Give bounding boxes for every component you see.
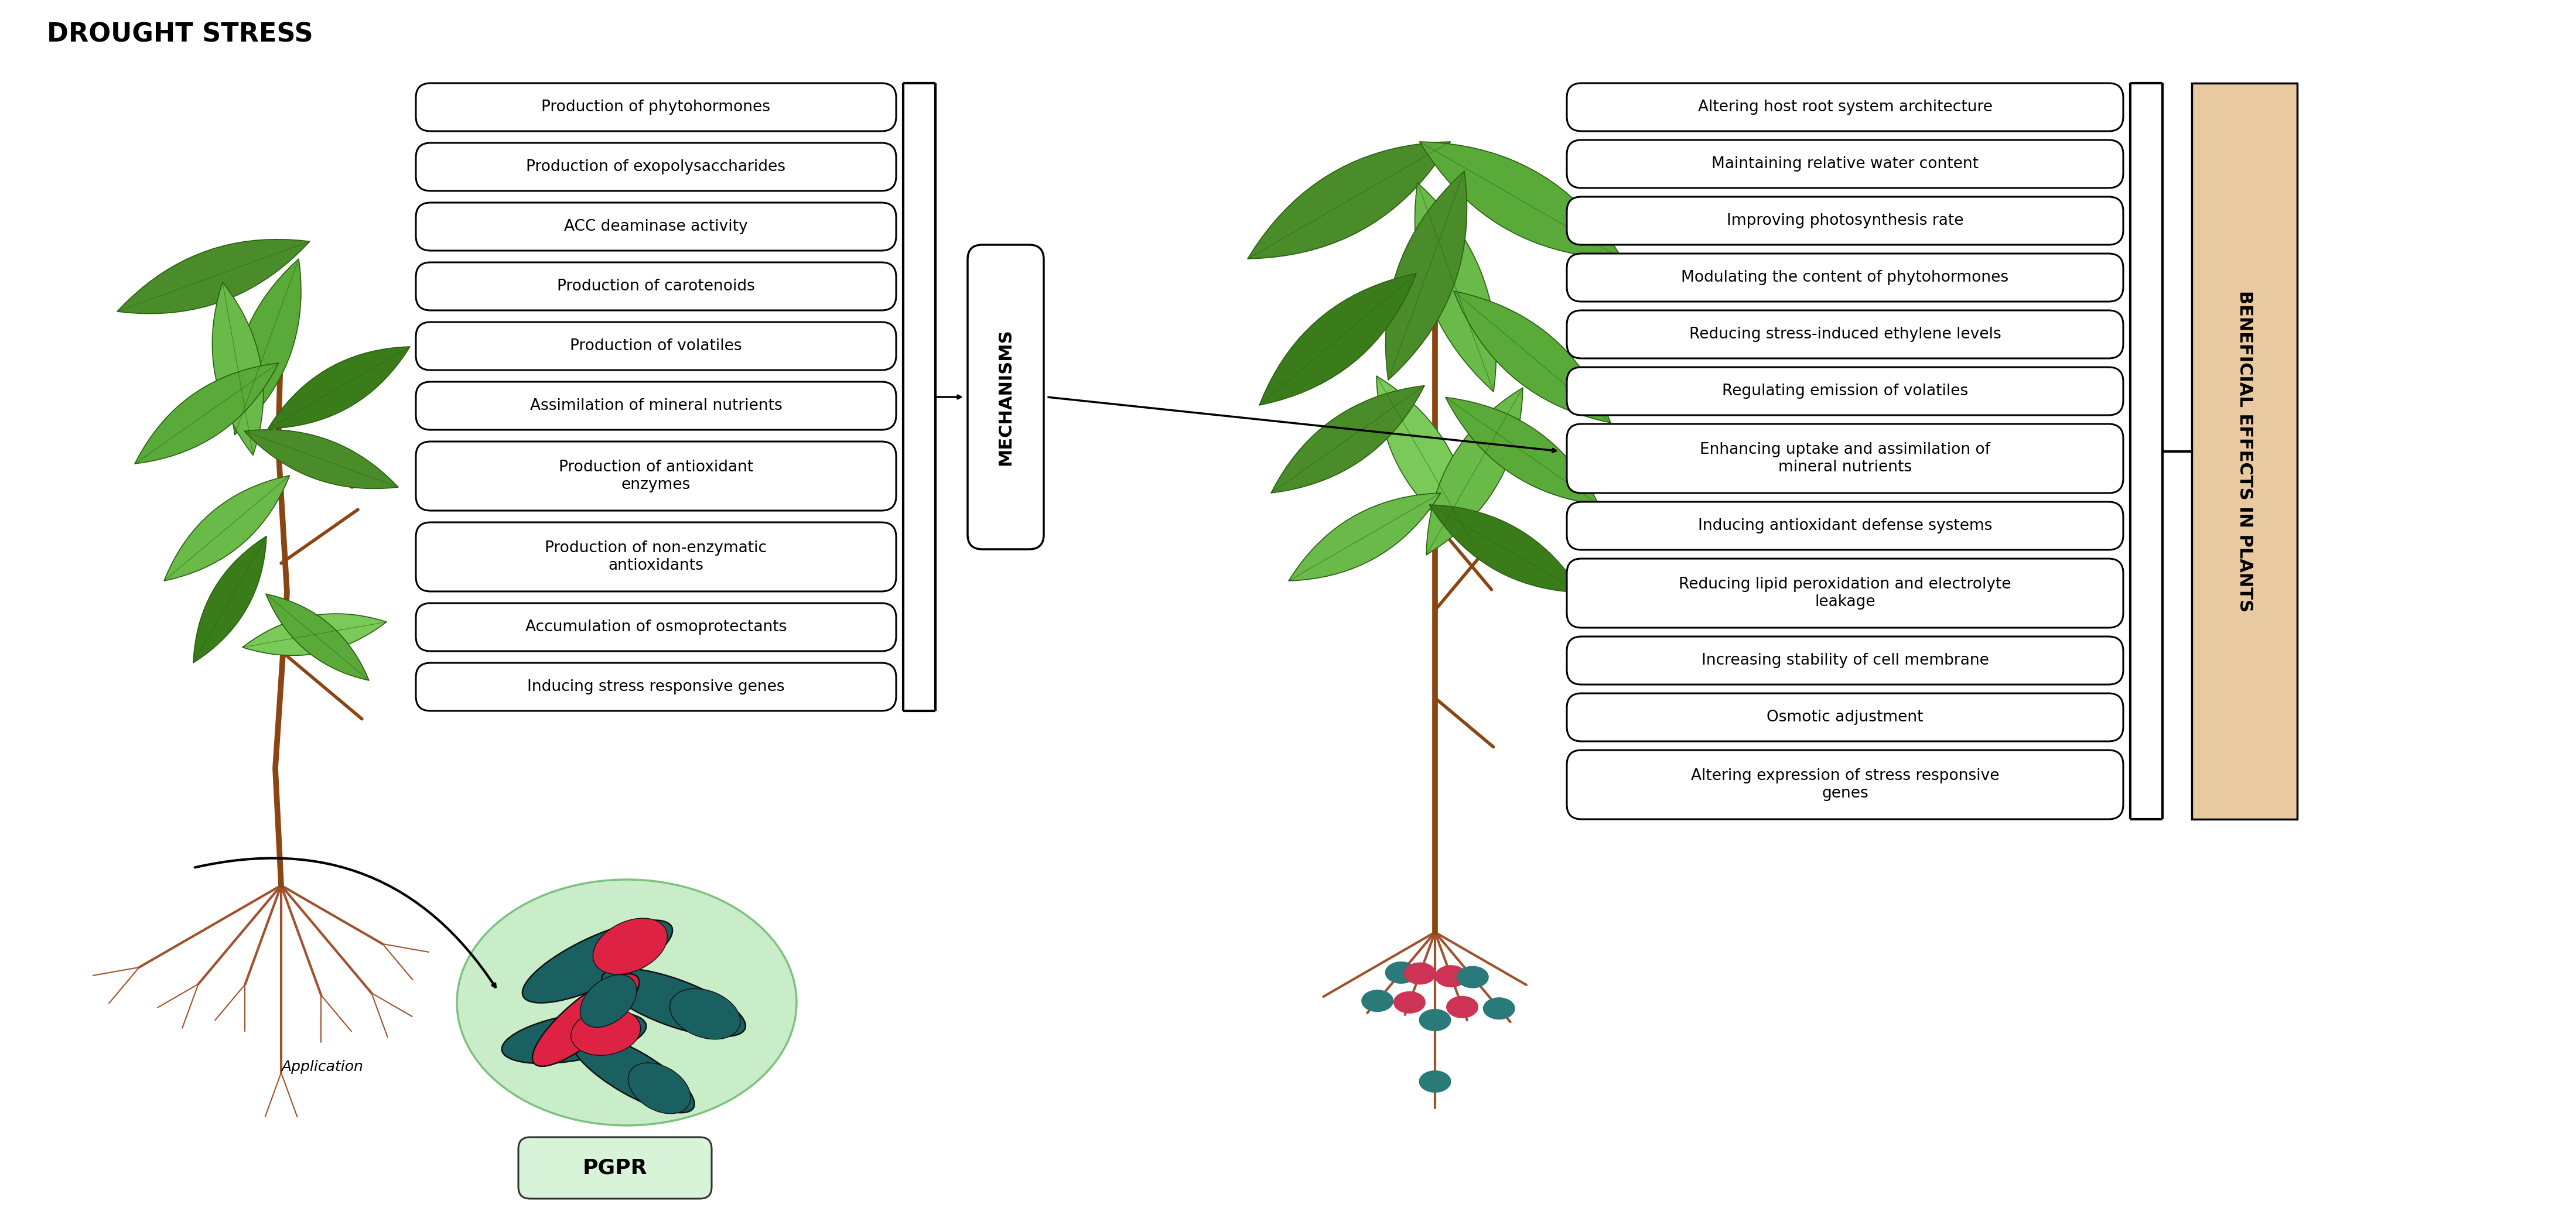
Text: Inducing antioxidant defense systems: Inducing antioxidant defense systems bbox=[1698, 518, 1991, 533]
Text: Modulating the content of phytohormones: Modulating the content of phytohormones bbox=[1682, 270, 2009, 285]
FancyBboxPatch shape bbox=[415, 202, 896, 251]
Polygon shape bbox=[134, 363, 278, 464]
Polygon shape bbox=[1430, 505, 1582, 593]
FancyBboxPatch shape bbox=[1566, 368, 2123, 415]
Ellipse shape bbox=[1404, 963, 1435, 985]
Polygon shape bbox=[1453, 292, 1610, 423]
Text: Osmotic adjustment: Osmotic adjustment bbox=[1767, 709, 1924, 725]
Text: Altering host root system architecture: Altering host root system architecture bbox=[1698, 99, 1991, 115]
Polygon shape bbox=[265, 594, 368, 680]
Ellipse shape bbox=[1419, 1071, 1450, 1093]
Text: Improving photosynthesis rate: Improving photosynthesis rate bbox=[1726, 213, 1963, 228]
Ellipse shape bbox=[1435, 965, 1468, 987]
FancyBboxPatch shape bbox=[1566, 750, 2123, 820]
Ellipse shape bbox=[1394, 991, 1425, 1013]
Ellipse shape bbox=[533, 974, 639, 1066]
Polygon shape bbox=[232, 258, 301, 435]
Text: Production of phytohormones: Production of phytohormones bbox=[541, 99, 770, 115]
Ellipse shape bbox=[603, 969, 744, 1036]
Text: Enhancing uptake and assimilation of
mineral nutrients: Enhancing uptake and assimilation of min… bbox=[1700, 442, 1991, 475]
Ellipse shape bbox=[523, 920, 672, 1003]
Ellipse shape bbox=[670, 989, 739, 1039]
FancyBboxPatch shape bbox=[415, 143, 896, 191]
FancyBboxPatch shape bbox=[415, 262, 896, 310]
Polygon shape bbox=[1270, 386, 1425, 492]
Text: Regulating emission of volatiles: Regulating emission of volatiles bbox=[1721, 383, 1968, 399]
Polygon shape bbox=[165, 475, 289, 581]
Text: Application: Application bbox=[281, 1060, 363, 1074]
Polygon shape bbox=[211, 282, 263, 456]
FancyBboxPatch shape bbox=[1566, 254, 2123, 301]
FancyBboxPatch shape bbox=[518, 1137, 711, 1198]
FancyBboxPatch shape bbox=[1566, 502, 2123, 550]
Text: Increasing stability of cell membrane: Increasing stability of cell membrane bbox=[1700, 653, 1989, 668]
Text: Assimilation of mineral nutrients: Assimilation of mineral nutrients bbox=[531, 398, 783, 413]
FancyBboxPatch shape bbox=[415, 83, 896, 131]
Text: Reducing stress-induced ethylene levels: Reducing stress-induced ethylene levels bbox=[1690, 327, 2002, 342]
Ellipse shape bbox=[1445, 996, 1479, 1018]
Ellipse shape bbox=[1386, 962, 1417, 984]
Polygon shape bbox=[1247, 142, 1450, 258]
Ellipse shape bbox=[1484, 997, 1515, 1019]
Ellipse shape bbox=[592, 919, 667, 974]
FancyBboxPatch shape bbox=[1566, 310, 2123, 359]
Ellipse shape bbox=[1360, 990, 1394, 1012]
Polygon shape bbox=[1445, 397, 1600, 505]
Ellipse shape bbox=[502, 1012, 647, 1063]
FancyBboxPatch shape bbox=[2192, 83, 2298, 820]
FancyBboxPatch shape bbox=[415, 663, 896, 710]
Text: Maintaining relative water content: Maintaining relative water content bbox=[1710, 157, 1978, 172]
Polygon shape bbox=[268, 347, 410, 429]
Text: DROUGHT STRESS: DROUGHT STRESS bbox=[46, 22, 314, 47]
FancyBboxPatch shape bbox=[415, 382, 896, 430]
Polygon shape bbox=[1419, 142, 1623, 258]
Polygon shape bbox=[116, 239, 309, 314]
Polygon shape bbox=[1414, 183, 1497, 392]
FancyBboxPatch shape bbox=[969, 245, 1043, 549]
FancyBboxPatch shape bbox=[415, 441, 896, 511]
Text: ACC deaminase activity: ACC deaminase activity bbox=[564, 219, 747, 234]
Polygon shape bbox=[1288, 492, 1440, 581]
FancyBboxPatch shape bbox=[1566, 83, 2123, 131]
Polygon shape bbox=[1260, 273, 1417, 405]
Ellipse shape bbox=[572, 1033, 696, 1112]
Ellipse shape bbox=[580, 975, 636, 1028]
FancyBboxPatch shape bbox=[1566, 637, 2123, 685]
Text: Accumulation of osmoprotectants: Accumulation of osmoprotectants bbox=[526, 620, 786, 635]
FancyBboxPatch shape bbox=[1566, 140, 2123, 187]
Text: Production of exopolysaccharides: Production of exopolysaccharides bbox=[526, 159, 786, 174]
FancyBboxPatch shape bbox=[415, 322, 896, 370]
Ellipse shape bbox=[629, 1063, 690, 1114]
Text: Reducing lipid peroxidation and electrolyte
leakage: Reducing lipid peroxidation and electrol… bbox=[1680, 577, 2012, 610]
FancyBboxPatch shape bbox=[1566, 424, 2123, 492]
Text: PGPR: PGPR bbox=[582, 1158, 647, 1178]
FancyBboxPatch shape bbox=[1566, 693, 2123, 741]
Text: Production of carotenoids: Production of carotenoids bbox=[556, 279, 755, 294]
Polygon shape bbox=[1376, 376, 1473, 543]
Text: Production of antioxidant
enzymes: Production of antioxidant enzymes bbox=[559, 459, 752, 492]
Text: MECHANISMS: MECHANISMS bbox=[997, 328, 1015, 466]
Polygon shape bbox=[242, 614, 386, 655]
FancyBboxPatch shape bbox=[1566, 559, 2123, 627]
FancyBboxPatch shape bbox=[1566, 197, 2123, 245]
FancyBboxPatch shape bbox=[415, 522, 896, 592]
Text: Inducing stress responsive genes: Inducing stress responsive genes bbox=[528, 679, 786, 695]
FancyBboxPatch shape bbox=[415, 603, 896, 652]
Ellipse shape bbox=[1455, 967, 1489, 989]
Polygon shape bbox=[1427, 387, 1522, 555]
Text: Production of volatiles: Production of volatiles bbox=[569, 338, 742, 354]
Ellipse shape bbox=[456, 880, 796, 1126]
Text: BENEFICIAL EFFECTS IN PLANTS: BENEFICIAL EFFECTS IN PLANTS bbox=[2236, 290, 2254, 612]
Text: Production of non-enzymatic
antioxidants: Production of non-enzymatic antioxidants bbox=[546, 540, 768, 573]
Text: Altering expression of stress responsive
genes: Altering expression of stress responsive… bbox=[1690, 768, 1999, 801]
Polygon shape bbox=[1386, 172, 1466, 380]
Polygon shape bbox=[245, 430, 399, 489]
Ellipse shape bbox=[572, 1008, 641, 1055]
Ellipse shape bbox=[1419, 1009, 1450, 1031]
Polygon shape bbox=[193, 537, 265, 663]
